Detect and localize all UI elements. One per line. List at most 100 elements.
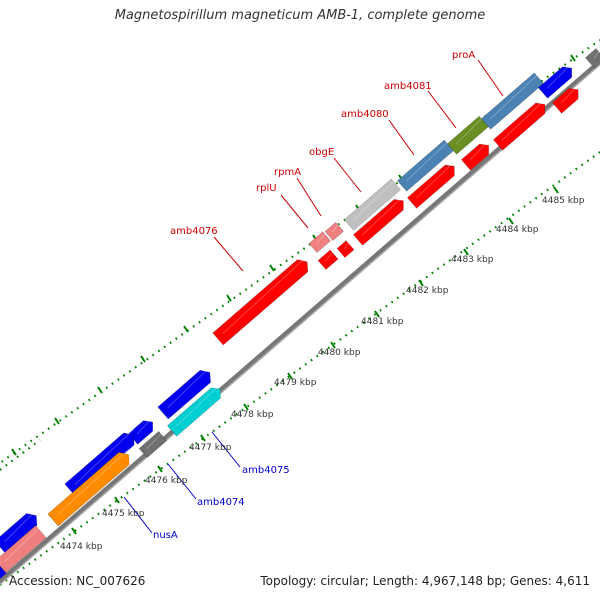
segment-blue-3-shine bbox=[136, 416, 154, 435]
ruler-tick bbox=[11, 448, 17, 456]
segment-red-6[interactable] bbox=[460, 143, 490, 171]
ruler-tick bbox=[287, 372, 293, 380]
leader-rplU bbox=[280, 194, 309, 229]
label-amb4075[interactable]: amb4075 bbox=[242, 465, 290, 476]
leader-amb4074 bbox=[167, 463, 197, 500]
scale-label: 4485 kbp bbox=[542, 196, 585, 206]
gene-features bbox=[0, 48, 600, 581]
segment-red-5[interactable] bbox=[406, 164, 455, 209]
segment-steelblue-2-shine bbox=[489, 73, 540, 120]
segment-orange[interactable] bbox=[47, 452, 130, 527]
ruler-tick bbox=[97, 386, 103, 394]
segment-blue-4-shine bbox=[74, 429, 134, 485]
ruler-tick bbox=[269, 264, 275, 272]
label-nusA[interactable]: nusA bbox=[153, 530, 178, 541]
scale-label: 4477 kbp bbox=[189, 443, 232, 453]
segment-blue-6[interactable] bbox=[0, 561, 7, 581]
segment-blue-5-shine bbox=[4, 509, 37, 542]
segment-red-2[interactable] bbox=[317, 249, 339, 270]
label-amb4074[interactable]: amb4074 bbox=[197, 497, 245, 508]
ruler-tick bbox=[243, 403, 249, 411]
accession-text: Accession: NC_007626 bbox=[9, 574, 146, 588]
segment-olive[interactable] bbox=[446, 115, 489, 155]
segment-silver[interactable] bbox=[343, 178, 401, 231]
ruler-tick bbox=[508, 217, 514, 225]
inner-ruler bbox=[0, 151, 600, 586]
segment-red-1-shine bbox=[222, 255, 308, 334]
segment-pink-1[interactable] bbox=[308, 231, 331, 253]
segment-pink-2[interactable] bbox=[324, 221, 344, 241]
segment-blue-4[interactable] bbox=[64, 432, 135, 497]
segment-red-7b[interactable] bbox=[551, 87, 579, 114]
label-amb4080[interactable]: amb4080 bbox=[341, 109, 389, 120]
gene-labels: proA amb4081 amb4080 obgE rpmA rplU amb4… bbox=[153, 50, 475, 541]
leader-amb4080 bbox=[388, 119, 415, 156]
scale-label: 4478 kbp bbox=[231, 410, 274, 420]
leader-amb4081 bbox=[427, 90, 457, 129]
label-rpmA[interactable]: rpmA bbox=[274, 167, 301, 178]
scale-label: 4474 kbp bbox=[60, 542, 103, 552]
ruler-tick bbox=[463, 248, 469, 256]
segment-red-7[interactable] bbox=[492, 102, 546, 151]
segment-orange-shine bbox=[57, 448, 129, 515]
scale-label: 4480 kbp bbox=[318, 348, 361, 358]
segment-steelblue-2[interactable] bbox=[480, 72, 544, 130]
ruler-tick bbox=[54, 417, 60, 425]
scale-label: 4483 kbp bbox=[451, 255, 494, 265]
leader-amb4076 bbox=[213, 236, 244, 272]
label-amb4081[interactable]: amb4081 bbox=[384, 81, 432, 92]
segment-pink-3[interactable] bbox=[0, 525, 47, 574]
ruler-tick bbox=[140, 355, 146, 363]
segment-blue-2[interactable] bbox=[157, 369, 211, 420]
scale-label: 4476 kbp bbox=[145, 476, 188, 486]
label-rplU[interactable]: rplU bbox=[256, 183, 277, 194]
segment-red-3-shine bbox=[344, 240, 351, 250]
segment-red-4[interactable] bbox=[352, 199, 404, 246]
leader-rpmA bbox=[296, 177, 322, 217]
label-amb4076[interactable]: amb4076 bbox=[170, 226, 218, 237]
ruler-tick bbox=[71, 527, 77, 535]
label-obgE[interactable]: obgE bbox=[309, 147, 334, 158]
segment-gray-2[interactable] bbox=[138, 430, 168, 458]
segment-blue-1[interactable] bbox=[537, 66, 573, 99]
segment-blue-6-shine bbox=[0, 561, 2, 565]
segment-cyan[interactable] bbox=[166, 387, 221, 437]
label-proA[interactable]: proA bbox=[452, 50, 475, 61]
leader-amb4075 bbox=[211, 431, 241, 468]
segment-red-2-shine bbox=[325, 250, 335, 262]
segment-pink-1-shine bbox=[316, 231, 327, 245]
segment-red-3[interactable] bbox=[336, 240, 355, 258]
ruler-tick bbox=[553, 186, 559, 194]
segment-olive-shine bbox=[455, 116, 485, 145]
ruler-tick bbox=[114, 496, 120, 504]
segment-blue-1-shine bbox=[546, 63, 573, 89]
segment-red-7b-shine bbox=[560, 84, 579, 104]
outer-ruler-bottom bbox=[0, 439, 41, 471]
segment-red-4-shine bbox=[361, 195, 404, 236]
scale-label: 4479 kbp bbox=[274, 378, 317, 388]
segment-blue-2-shine bbox=[167, 366, 211, 408]
scale-label: 4475 kbp bbox=[102, 509, 145, 519]
segment-gray-1[interactable] bbox=[584, 48, 600, 69]
segment-pink-3-shine bbox=[4, 525, 42, 562]
scale-labels: 4474 kbp 4475 kbp 4476 kbp 4477 kbp 4478… bbox=[60, 196, 585, 552]
segment-red-7-shine bbox=[501, 99, 546, 141]
ruler-tick bbox=[374, 310, 380, 318]
ruler-tick bbox=[157, 465, 163, 473]
ruler-tick bbox=[330, 341, 336, 349]
segment-steelblue-1-shine bbox=[405, 140, 450, 182]
label-leaders bbox=[123, 59, 504, 534]
segment-red-1[interactable] bbox=[212, 259, 309, 346]
leader-obgE bbox=[333, 157, 362, 193]
map-title: Magnetospirillum magneticum AMB-1, compl… bbox=[114, 8, 486, 23]
segment-gray-2-shine bbox=[146, 431, 164, 450]
topology-text: Topology: circular; Length: 4,967,148 bp… bbox=[260, 574, 590, 588]
ruler-tick bbox=[226, 294, 232, 302]
segment-steelblue-1[interactable] bbox=[396, 139, 454, 192]
segment-silver-shine bbox=[352, 179, 397, 221]
ruler-tick bbox=[418, 279, 424, 287]
segment-pink-2-shine bbox=[332, 222, 340, 233]
segment-red-6-shine bbox=[469, 140, 490, 161]
ruler-tick bbox=[570, 54, 576, 62]
